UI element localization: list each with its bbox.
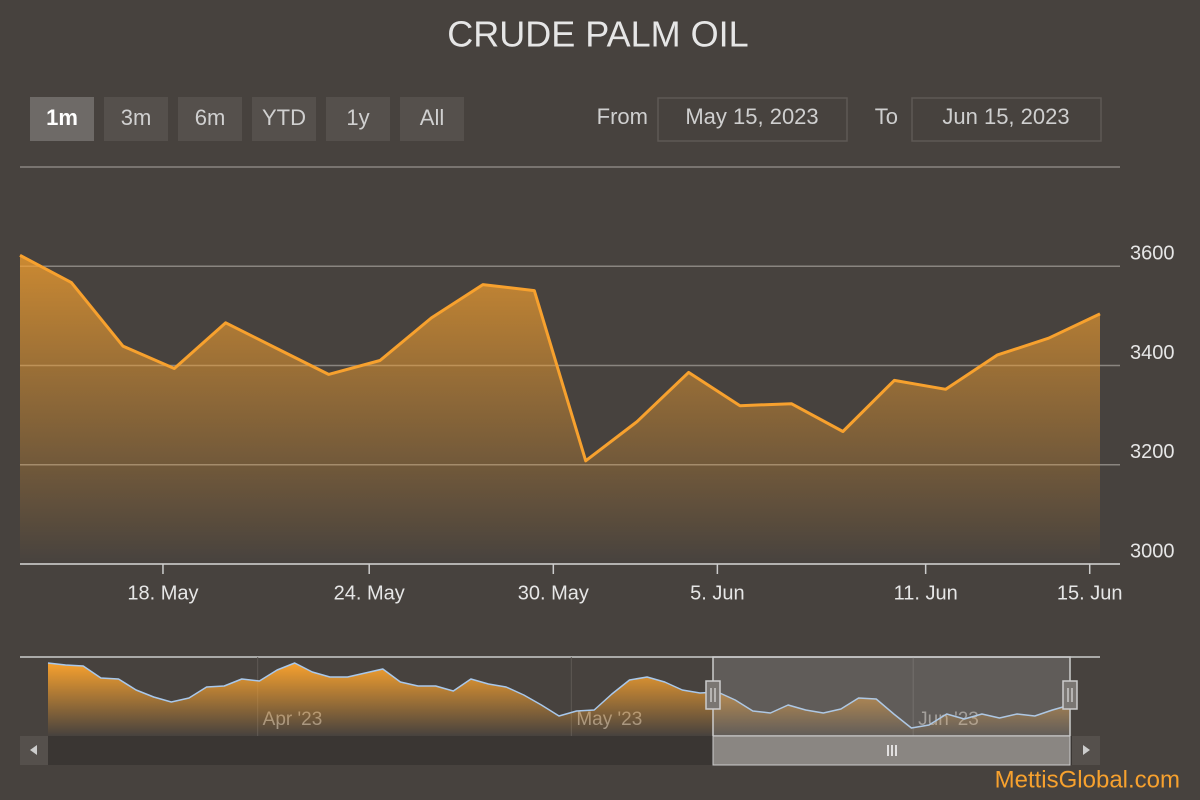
navigator-area [48, 663, 1070, 736]
range-button[interactable] [178, 97, 242, 141]
range-button-label[interactable]: 1m [46, 105, 78, 130]
x-tick-label: 11. Jun [894, 582, 958, 604]
to-value[interactable]: Jun 15, 2023 [942, 104, 1069, 129]
to-label: To [875, 104, 898, 129]
scroll-left-arrow [30, 745, 37, 755]
from-label: From [597, 104, 648, 129]
navigator-line [47, 662, 1071, 729]
x-tick-label: 15. Jun [1057, 582, 1123, 604]
from-input[interactable] [657, 97, 848, 142]
y-tick-label: 3400 [1130, 342, 1175, 364]
series-line [19, 253, 1101, 463]
range-selector: 1m 3m 6m YTD 1y All From May 15, 2023 To Jun 15, … [30, 97, 1102, 142]
to-input[interactable] [911, 97, 1102, 142]
navigator: Apr '23May '23Jun '23 [20, 656, 1100, 766]
range-button-label[interactable]: 6m [195, 105, 226, 130]
y-tick-label: 3200 [1130, 441, 1175, 463]
y-tick-label: 3600 [1130, 243, 1175, 265]
x-tick-label: 30. May [518, 582, 589, 604]
range-button-label[interactable]: All [420, 105, 444, 130]
navigator-handle[interactable] [705, 680, 721, 710]
y-tick-label: 3000 [1130, 540, 1175, 562]
navigator-mask [712, 656, 1071, 737]
range-button[interactable] [326, 97, 390, 141]
range-button[interactable] [252, 97, 316, 141]
range-button-label[interactable]: 3m [121, 105, 152, 130]
watermark: MettisGlobal.com [995, 766, 1180, 793]
range-button[interactable] [30, 97, 94, 141]
series-area [20, 255, 1100, 565]
range-button-label[interactable]: 1y [346, 105, 369, 130]
range-button[interactable] [104, 97, 168, 141]
scroll-right-arrow [1083, 745, 1090, 755]
x-tick-label: 18. May [127, 582, 198, 604]
navigator-handle[interactable] [1062, 680, 1078, 710]
x-tick-label: 5. Jun [690, 582, 744, 604]
chart-title: CRUDE PALM OIL [447, 14, 748, 55]
range-button-label[interactable]: YTD [262, 105, 306, 130]
plot-area: 3000 3200 3400 3600 18. May 24. May 30. May 5. … [19, 166, 1175, 604]
range-button[interactable] [400, 97, 464, 141]
x-tick-label: 24. May [334, 582, 405, 604]
from-value[interactable]: May 15, 2023 [685, 104, 818, 129]
